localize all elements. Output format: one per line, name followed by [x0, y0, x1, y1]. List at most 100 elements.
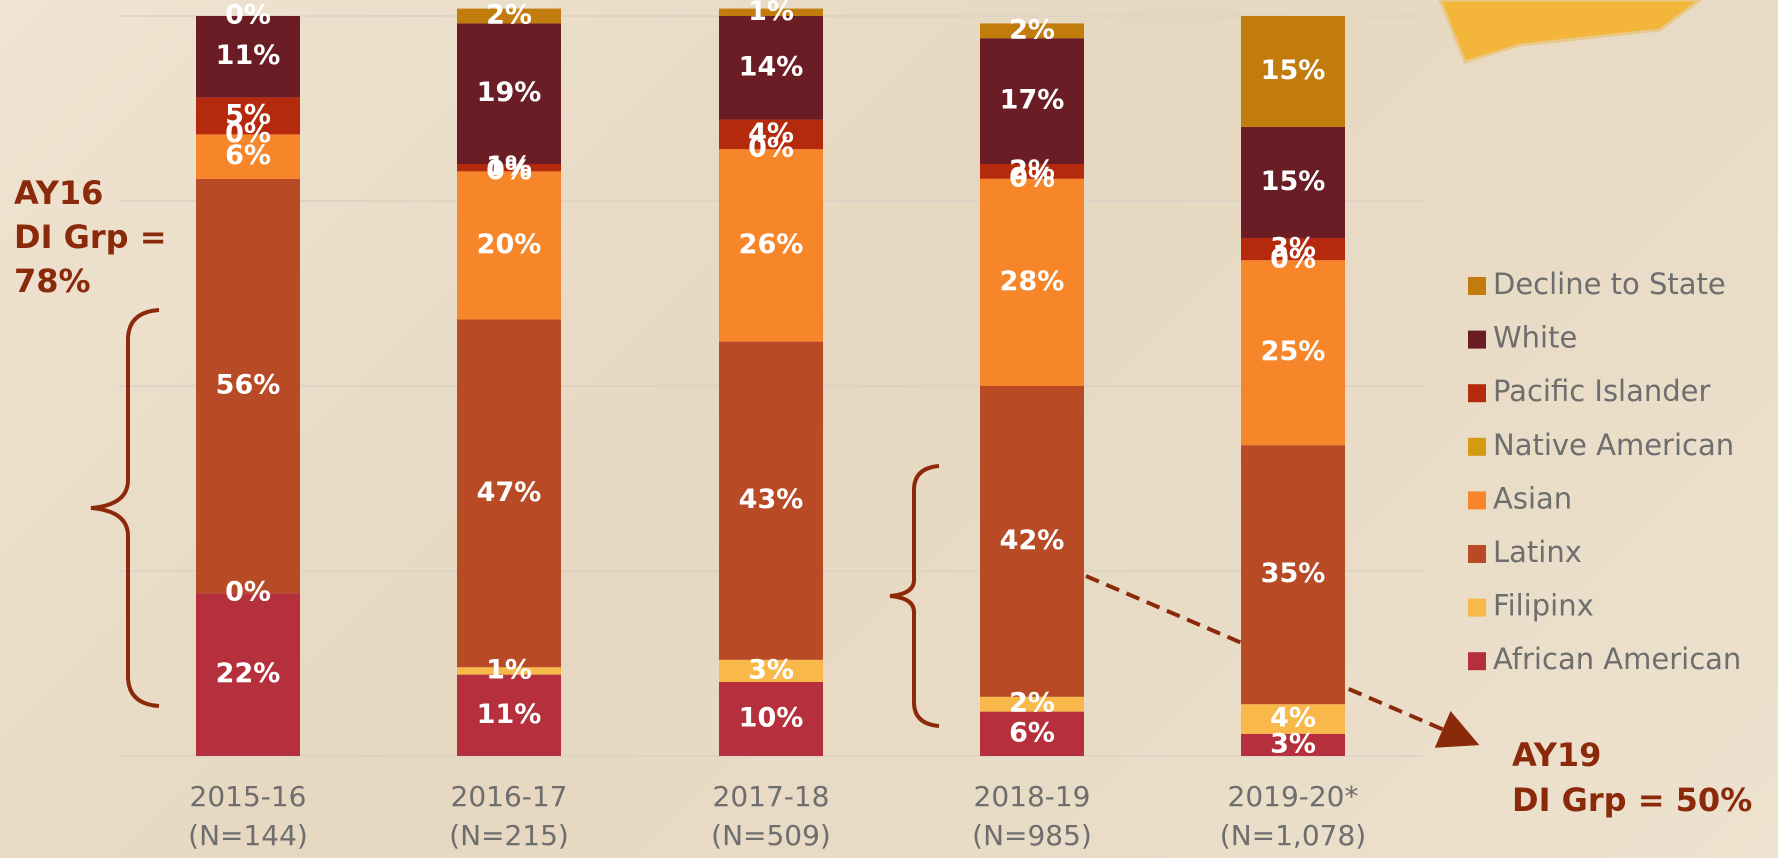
data-label: 0% — [1270, 244, 1316, 275]
bar-segment — [980, 696, 1084, 712]
bar-segment — [196, 16, 300, 98]
bar-segment — [980, 23, 1084, 39]
data-label: 3% — [748, 654, 794, 685]
bar-segment — [196, 97, 300, 135]
x-tick-label: 2016-17 — [451, 780, 568, 813]
legend-swatch — [1468, 384, 1486, 403]
data-label: 11% — [477, 699, 542, 730]
bar-segment — [1241, 16, 1345, 127]
data-label: 11% — [216, 40, 281, 71]
bar-segment — [1241, 704, 1345, 734]
data-label: 1% — [486, 654, 532, 685]
bar-segment — [1241, 238, 1345, 261]
data-label: 20% — [477, 229, 542, 260]
bar-segment — [457, 674, 561, 756]
legend-label: White — [1493, 321, 1577, 355]
data-label: 6% — [225, 140, 271, 171]
data-label: 0% — [748, 133, 794, 164]
x-tick-label: 2015-16 — [190, 780, 307, 813]
data-label: 25% — [1261, 336, 1326, 367]
bar-segment — [980, 38, 1084, 165]
x-tick-label: (N=985) — [972, 819, 1092, 852]
data-label: 2% — [1009, 155, 1055, 186]
data-label: 3% — [1270, 233, 1316, 264]
x-tick-label: (N=144) — [188, 819, 308, 852]
bar-segment — [719, 682, 823, 756]
bar-segment — [457, 667, 561, 675]
data-label: 19% — [477, 77, 542, 108]
data-label: 5% — [225, 99, 271, 130]
legend-swatch — [1468, 330, 1486, 349]
data-label: 0% — [225, 577, 271, 608]
bar-segment — [1241, 127, 1345, 238]
bar-segment — [980, 386, 1084, 697]
x-tick-label: (N=1,078) — [1220, 819, 1366, 852]
data-label: 0% — [225, 0, 271, 31]
annotation: DI Grp = 50% — [1512, 781, 1752, 819]
bar-segment — [457, 8, 561, 24]
legend-label: Asian — [1493, 481, 1572, 515]
bar-segment — [980, 164, 1084, 179]
legend-label: Pacific Islander — [1493, 374, 1711, 408]
data-label: 6% — [1009, 717, 1055, 748]
legend-swatch — [1468, 277, 1486, 295]
legend-swatch — [1468, 652, 1486, 671]
legend-swatch — [1468, 437, 1486, 456]
legend-label: Decline to State — [1493, 267, 1726, 301]
bar-segment — [1241, 445, 1345, 705]
data-label: 2% — [486, 0, 532, 31]
data-label: 17% — [1000, 85, 1065, 116]
x-tick-label: (N=509) — [711, 819, 831, 852]
data-label: 47% — [477, 477, 542, 508]
data-label: 15% — [1261, 55, 1326, 86]
data-label: 28% — [1000, 266, 1065, 297]
bar-segment — [719, 16, 823, 120]
bar-segment — [719, 8, 823, 16]
legend-label: African American — [1493, 642, 1741, 676]
bar-segment — [980, 711, 1084, 756]
bar-segment — [457, 164, 561, 172]
data-label: 56% — [216, 370, 281, 401]
data-label: 2% — [1009, 14, 1055, 45]
bar-segment — [196, 178, 300, 594]
data-label: 42% — [1000, 525, 1065, 556]
bar-segment — [980, 178, 1084, 386]
data-label: 1% — [748, 0, 794, 27]
bar-segment — [719, 119, 823, 150]
data-label: 43% — [739, 484, 804, 515]
bar-segment — [1241, 260, 1345, 446]
bar-segment — [457, 171, 561, 320]
annotation: DI Grp = — [14, 218, 167, 256]
annotation: 78% — [14, 262, 91, 300]
x-tick-label: 2018-19 — [974, 780, 1091, 813]
legend-swatch — [1468, 491, 1486, 510]
brace-left — [90, 308, 160, 708]
data-label: 0% — [1009, 162, 1055, 193]
legend-label: Filipinx — [1493, 589, 1594, 623]
annotation: AY16 — [14, 174, 103, 212]
data-label: 4% — [1270, 703, 1316, 734]
data-label: 15% — [1261, 166, 1326, 197]
bar-segment — [1241, 733, 1345, 756]
bar-segment — [719, 659, 823, 682]
x-tick-label: (N=215) — [449, 819, 569, 852]
bar-segment — [196, 593, 300, 756]
data-label: 1% — [486, 151, 532, 182]
data-label: 26% — [739, 229, 804, 260]
data-label: 14% — [739, 51, 804, 82]
data-label: 35% — [1261, 558, 1326, 589]
bar-segment — [719, 341, 823, 660]
brace-right — [889, 464, 940, 728]
data-label: 4% — [748, 118, 794, 149]
data-label: 3% — [1270, 728, 1316, 759]
bar-segment — [457, 23, 561, 165]
bar-segment — [719, 149, 823, 342]
bar-segment — [196, 134, 300, 179]
data-label: 0% — [225, 118, 271, 149]
legend-swatch — [1468, 545, 1486, 563]
data-label: 10% — [739, 703, 804, 734]
data-label: 22% — [216, 658, 281, 689]
decoration-star — [1438, 0, 1703, 64]
legend-label: Native American — [1493, 428, 1734, 462]
